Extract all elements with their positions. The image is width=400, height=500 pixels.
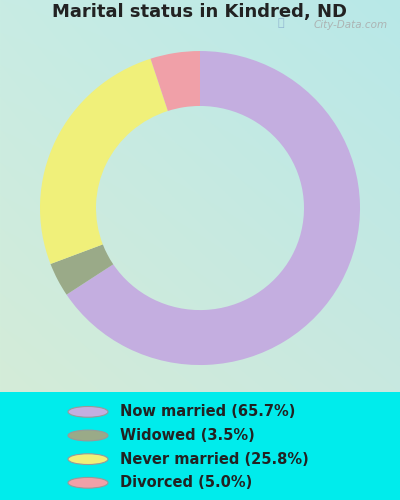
Text: Widowed (3.5%): Widowed (3.5%) [120,428,255,443]
Circle shape [68,406,108,417]
Circle shape [68,454,108,464]
Text: Never married (25.8%): Never married (25.8%) [120,452,309,466]
Text: City-Data.com: City-Data.com [314,20,388,30]
Text: ⦾: ⦾ [277,18,284,28]
Wedge shape [150,51,200,111]
Text: Marital status in Kindred, ND: Marital status in Kindred, ND [52,3,348,21]
Text: Divorced (5.0%): Divorced (5.0%) [120,476,252,490]
Wedge shape [66,51,360,365]
Circle shape [68,478,108,488]
Wedge shape [40,58,168,264]
Circle shape [68,430,108,441]
Wedge shape [50,244,113,294]
Text: Now married (65.7%): Now married (65.7%) [120,404,295,419]
